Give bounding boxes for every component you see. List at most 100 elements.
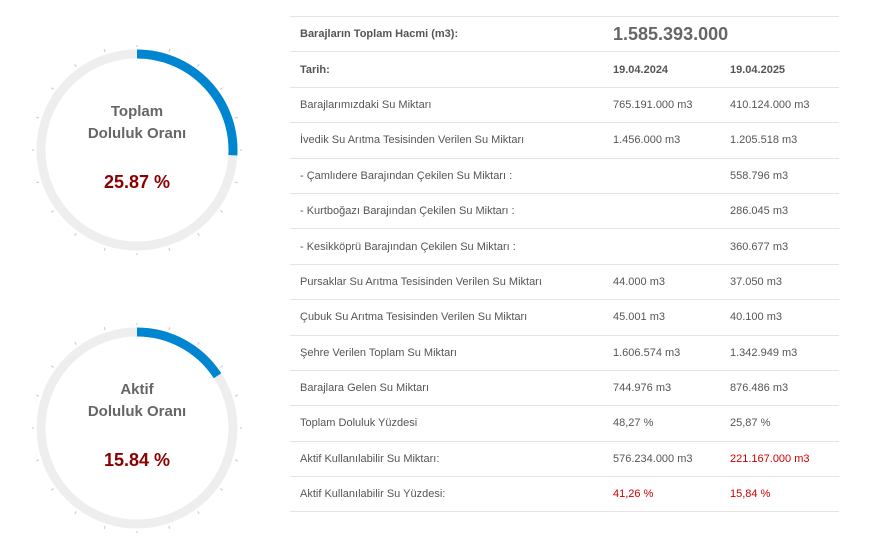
- gauge-tick: [234, 181, 238, 184]
- gauge-tick: [36, 459, 40, 462]
- total-fill-gauge-chart: [32, 45, 242, 255]
- row-label: - Kesikköprü Barajından Çekilen Su Mikta…: [290, 228, 603, 265]
- row-value-2024: 44.000 m3: [603, 263, 720, 300]
- gauge-tick: [220, 210, 224, 213]
- gauge-tick: [197, 341, 200, 345]
- active-fill-label-line1: Aktif: [120, 381, 154, 398]
- gauge-tick: [50, 365, 54, 368]
- active-fill-value: 15.84 %: [103, 450, 171, 470]
- gauge-tick: [220, 87, 224, 90]
- row-value-2024: [603, 192, 720, 229]
- date-2024: 19.04.2024: [603, 51, 720, 88]
- total-fill-arc: [136, 49, 238, 156]
- row-value-2024: 1.456.000 m3: [603, 122, 720, 159]
- row-value-2025: 558.796 m3: [720, 157, 839, 194]
- gauge-tick: [103, 525, 106, 529]
- row-value-2025: 37.050 m3: [720, 263, 839, 300]
- table-row: Barajlara Gelen Su Miktarı 744.976 m3 876.…: [290, 369, 839, 406]
- gauge-tick: [74, 63, 77, 67]
- gauge-tick: [36, 116, 40, 119]
- total-fill-value: 25.87 %: [103, 172, 171, 192]
- row-value-2024: 744.976 m3: [603, 369, 720, 406]
- gauge-tick: [197, 511, 200, 515]
- table-row: Barajlarımızdaki Su Miktarı 765.191.000 m…: [290, 86, 839, 123]
- gauge-tick: [103, 327, 106, 331]
- gauge-tick: [234, 116, 238, 119]
- row-value-2025: 25,87 %: [720, 405, 839, 442]
- table-row: Şehre Verilen Toplam Su Miktarı 1.606.574…: [290, 334, 839, 371]
- row-label: Çubuk Su Arıtma Tesisinden Verilen Su Mi…: [290, 299, 603, 336]
- row-value-2024: 576.234.000 m3: [603, 440, 720, 477]
- row-label: - Çamlıdere Barajından Çekilen Su Miktar…: [290, 157, 603, 194]
- row-label: Şehre Verilen Toplam Su Miktarı: [290, 334, 603, 371]
- gauge-tick: [36, 181, 40, 184]
- row-value-2025: 410.124.000 m3: [720, 86, 839, 123]
- gauge-tick: [74, 511, 77, 515]
- table-row: Aktif Kullanılabilir Su Miktarı: 576.234.…: [290, 440, 839, 477]
- row-value-2024: [603, 228, 720, 265]
- gauge-tick: [197, 233, 200, 237]
- gauge-tick: [103, 49, 106, 53]
- gauge-tick: [168, 525, 171, 529]
- gauge-tick: [50, 488, 54, 491]
- gauge-tick: [197, 63, 200, 67]
- gauge-tick: [220, 488, 224, 491]
- gauge-tick: [36, 394, 40, 397]
- row-value-2024: 48,27 %: [603, 405, 720, 442]
- row-value-2025: 221.167.000 m3: [720, 440, 839, 477]
- row-value-2024: 41,26 %: [603, 476, 720, 513]
- gauge-tick: [234, 394, 238, 397]
- gauge-tick: [234, 459, 238, 462]
- gauge-tick: [74, 341, 77, 345]
- active-fill-gauge-chart: [32, 323, 242, 533]
- row-value-2025: 360.677 m3: [720, 228, 839, 265]
- row-value-2024: 765.191.000 m3: [603, 86, 720, 123]
- active-fill-label-line2: Doluluk Oranı: [87, 403, 187, 420]
- gauge-tick: [168, 247, 171, 251]
- row-label: Barajlara Gelen Su Miktarı: [290, 369, 603, 406]
- total-fill-gauge: Toplam Doluluk Oranı 25.87 %: [32, 45, 242, 255]
- table-row: Aktif Kullanılabilir Su Yüzdesi: 41,26 % 1…: [290, 476, 839, 513]
- gauge-tick: [168, 327, 171, 331]
- date-row: Tarih: 19.04.2024 19.04.2025: [290, 51, 839, 88]
- row-label: İvedik Su Arıtma Tesisinden Verilen Su M…: [290, 122, 603, 159]
- date-2025: 19.04.2025: [720, 51, 839, 88]
- table-row: - Kurtboğazı Barajından Çekilen Su Mikta…: [290, 192, 839, 229]
- row-value-2025: 1.205.518 m3: [720, 122, 839, 159]
- row-value-2025: 876.486 m3: [720, 369, 839, 406]
- table-row: Toplam Doluluk Yüzdesi 48,27 % 25,87 %: [290, 405, 839, 442]
- total-volume-label: Barajların Toplam Hacmi (m3):: [290, 15, 603, 52]
- row-label: Pursaklar Su Arıtma Tesisinden Verilen S…: [290, 263, 603, 300]
- table-row: - Çamlıdere Barajından Çekilen Su Miktar…: [290, 157, 839, 194]
- active-fill-arc: [136, 327, 222, 379]
- row-value-2025: 40.100 m3: [720, 299, 839, 336]
- table-row: Pursaklar Su Arıtma Tesisinden Verilen S…: [290, 263, 839, 300]
- row-value-2025: 286.045 m3: [720, 192, 839, 229]
- table-row: İvedik Su Arıtma Tesisinden Verilen Su M…: [290, 122, 839, 159]
- row-value-2024: 45.001 m3: [603, 299, 720, 336]
- gauge-tick: [50, 210, 54, 213]
- active-fill-gauge: Aktif Doluluk Oranı 15.84 %: [32, 323, 242, 533]
- row-label: Toplam Doluluk Yüzdesi: [290, 405, 603, 442]
- total-fill-label-line1: Toplam: [110, 103, 164, 120]
- gauge-tick: [168, 49, 171, 53]
- date-label: Tarih:: [290, 51, 603, 88]
- total-fill-label-line2: Doluluk Oranı: [87, 125, 187, 142]
- table-row: - Kesikköprü Barajından Çekilen Su Mikta…: [290, 228, 839, 265]
- total-volume-value: 1.585.393.000: [603, 15, 839, 52]
- row-value-2025: 15,84 %: [720, 476, 839, 513]
- total-volume-row: Barajların Toplam Hacmi (m3): 1.585.393.…: [290, 15, 839, 52]
- row-label: Aktif Kullanılabilir Su Miktarı:: [290, 440, 603, 477]
- row-label: Barajlarımızdaki Su Miktarı: [290, 86, 603, 123]
- dam-stats-table: Barajların Toplam Hacmi (m3): 1.585.393.…: [290, 15, 839, 513]
- gauge-tick: [103, 247, 106, 251]
- row-label: - Kurtboğazı Barajından Çekilen Su Mikta…: [290, 192, 603, 229]
- row-value-2024: [603, 157, 720, 194]
- row-value-2024: 1.606.574 m3: [603, 334, 720, 371]
- row-label: Aktif Kullanılabilir Su Yüzdesi:: [290, 476, 603, 513]
- row-value-2025: 1.342.949 m3: [720, 334, 839, 371]
- gauge-tick: [220, 365, 224, 368]
- table-row: Çubuk Su Arıtma Tesisinden Verilen Su Mi…: [290, 299, 839, 336]
- active-fill-label: Aktif Doluluk Oranı: [32, 379, 242, 423]
- total-fill-label: Toplam Doluluk Oranı: [32, 101, 242, 145]
